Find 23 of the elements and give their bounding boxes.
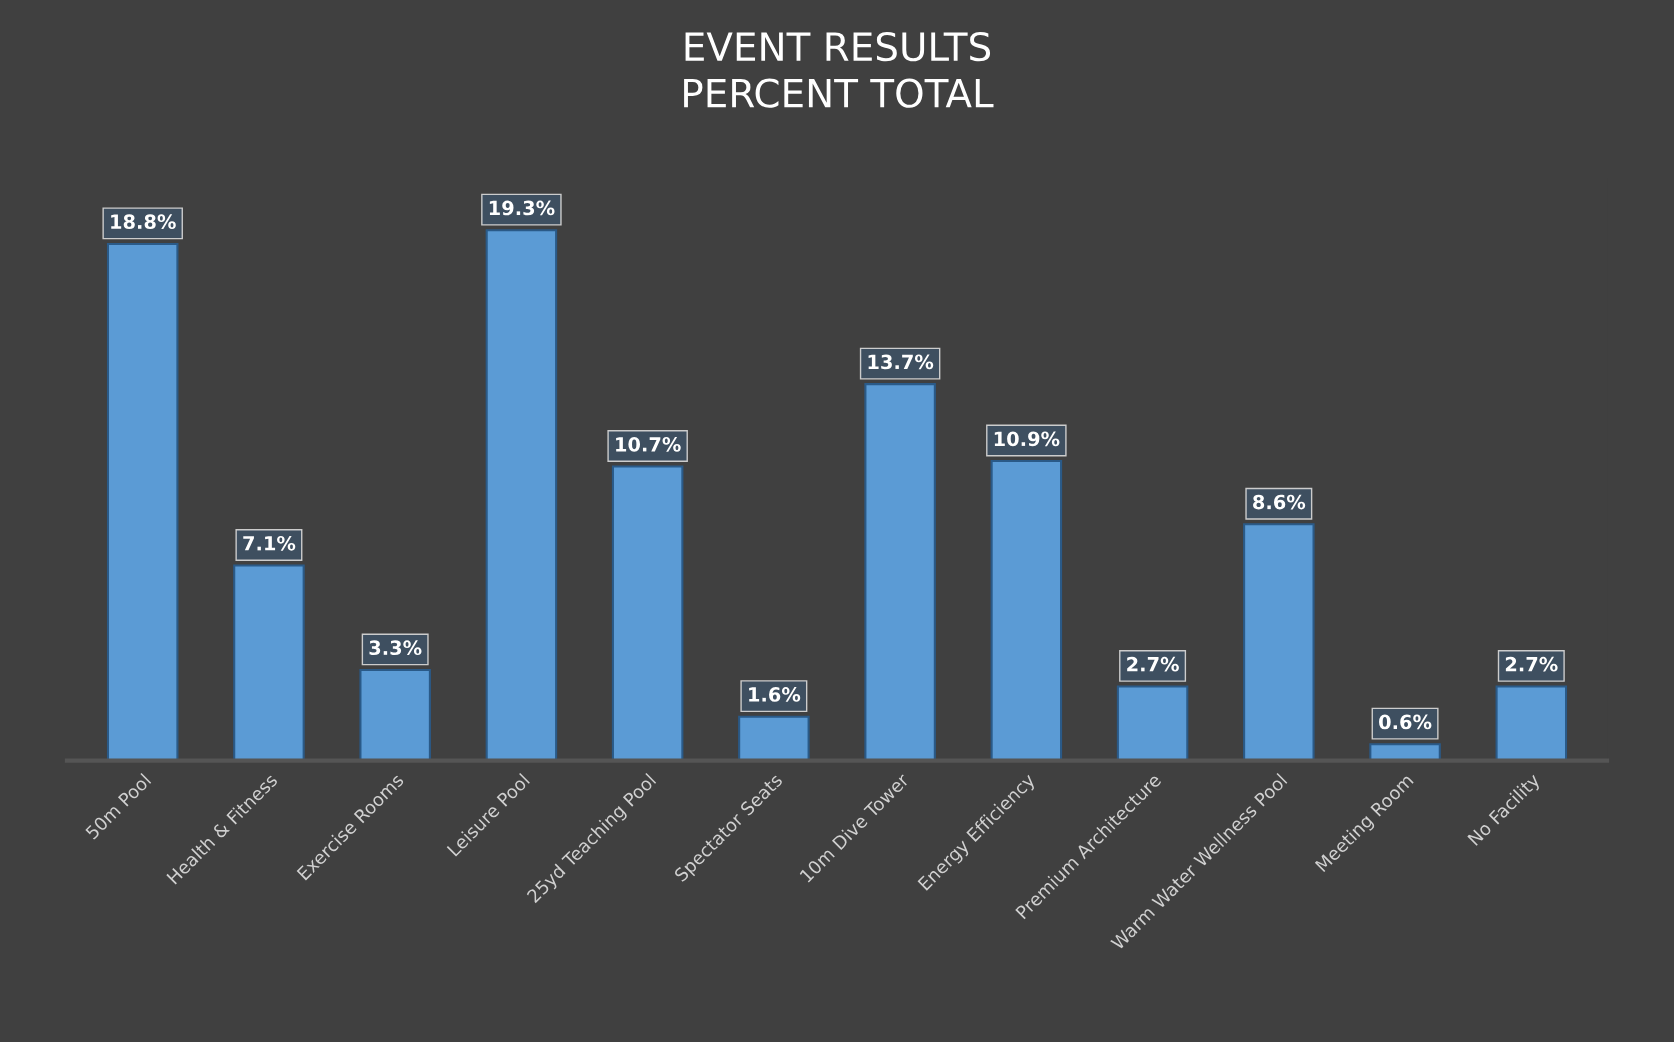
- bar: [864, 383, 936, 761]
- bar: [738, 715, 810, 761]
- bar: [1116, 685, 1189, 761]
- data-label: 19.3%: [489, 200, 555, 216]
- data-label: 18.8%: [111, 214, 176, 230]
- bar: [485, 229, 558, 761]
- data-label: 3.3%: [369, 640, 422, 656]
- chart-title: EVENT RESULTS PERCENT TOTAL: [684, 31, 994, 108]
- data-label: 10.7%: [616, 436, 681, 452]
- bar: [1243, 523, 1315, 761]
- bar: [611, 465, 684, 761]
- data-label: 2.7%: [1127, 656, 1179, 672]
- bar: [1495, 685, 1568, 761]
- bar: [233, 564, 305, 761]
- data-label: 10.9%: [994, 431, 1060, 447]
- data-label: 13.7%: [868, 354, 934, 370]
- data-label: 1.6%: [749, 687, 801, 702]
- bar: [990, 460, 1063, 761]
- data-label: 7.1%: [243, 535, 296, 551]
- data-label: 0.6%: [1379, 714, 1432, 730]
- bar: [1369, 743, 1441, 761]
- data-label: 2.7%: [1505, 656, 1558, 672]
- data-label: 8.6%: [1253, 494, 1306, 510]
